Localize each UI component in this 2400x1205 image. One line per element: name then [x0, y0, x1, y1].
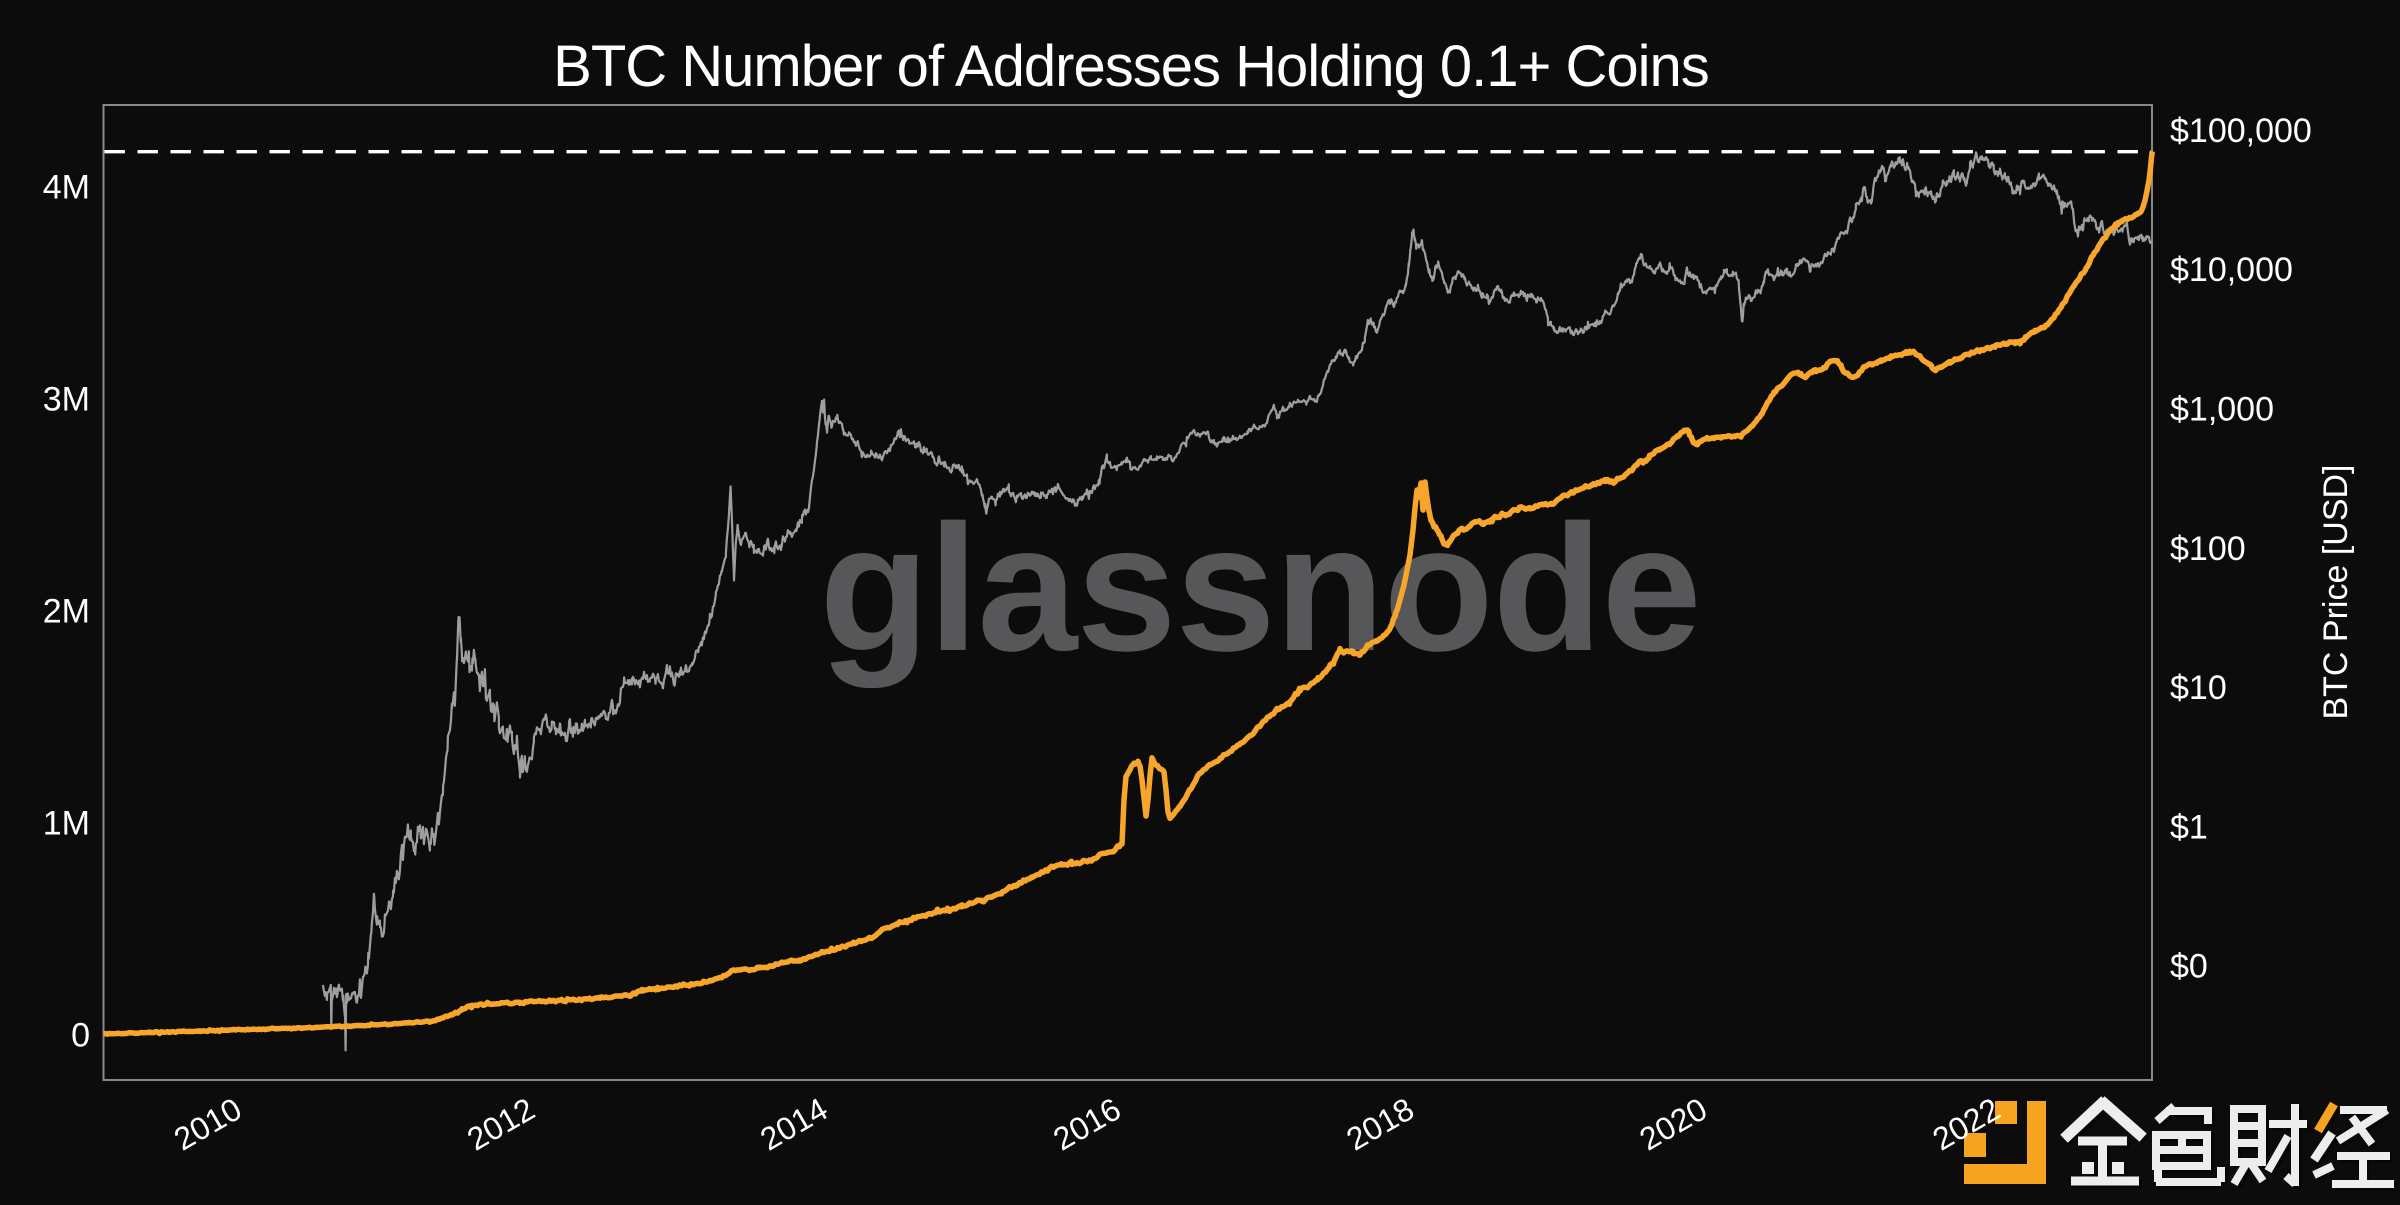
svg-text:$0: $0 — [2170, 948, 2208, 986]
svg-text:1M: 1M — [43, 805, 90, 843]
svg-text:BTC Number of Addresses Holdin: BTC Number of Addresses Holding 0.1+ Coi… — [553, 34, 1709, 99]
svg-text:glassnode: glassnode — [819, 488, 1700, 689]
svg-text:3M: 3M — [43, 381, 90, 419]
svg-text:$1,000: $1,000 — [2170, 391, 2274, 429]
svg-text:BTC Price [USD]: BTC Price [USD] — [2317, 464, 2355, 719]
svg-text:$1: $1 — [2170, 808, 2208, 846]
svg-text:$100: $100 — [2170, 530, 2246, 568]
svg-text:$10,000: $10,000 — [2170, 251, 2293, 289]
svg-text:2M: 2M — [43, 593, 90, 631]
svg-text:$100,000: $100,000 — [2170, 112, 2312, 150]
svg-text:0: 0 — [71, 1017, 90, 1055]
svg-text:4M: 4M — [43, 169, 90, 207]
svg-text:$10: $10 — [2170, 669, 2227, 707]
